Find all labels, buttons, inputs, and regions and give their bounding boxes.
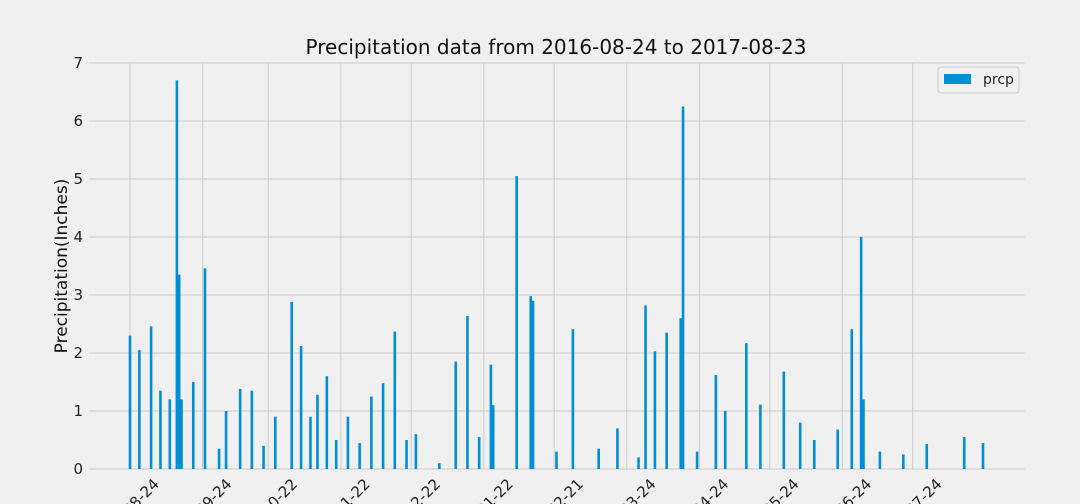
legend-box [937,66,1020,94]
bar [555,451,558,469]
x-tick-label: 2016-09-24 [161,475,235,504]
x-tick-label: 2016-08-24 [88,475,162,504]
legend-label: prcp [983,72,1014,88]
bar [681,106,685,469]
bar [262,445,265,469]
bar [571,329,575,469]
bar [653,351,657,469]
bar [782,371,786,469]
bar [438,463,441,469]
y-tick-label: 3 [73,286,83,304]
bar [836,429,840,469]
bar [224,411,228,469]
x-ticks: 2016-08-242016-09-242016-10-222016-11-22… [88,475,945,504]
bar [191,382,195,469]
x-tick-label: 2017-06-24 [801,475,875,504]
bar [723,411,727,469]
bar [616,428,619,469]
bar [859,237,863,469]
bar [454,361,458,469]
bar [981,442,985,469]
bar [644,305,647,469]
bar [405,440,408,469]
bar [138,350,141,469]
bars [128,80,985,470]
bar [902,454,905,469]
x-tick-label: 2016-12-22 [370,475,444,504]
legend-swatch [944,74,971,84]
legend: prcp [937,66,1020,94]
bar [203,268,207,469]
y-axis-label: Precipitation(Inches) [52,179,72,354]
bar [393,331,397,469]
grid [89,62,1025,470]
bar [798,422,802,469]
bar [665,332,668,469]
x-tick-label: 2016-10-22 [227,475,301,504]
y-tick-label: 2 [73,344,83,362]
bar [679,318,683,469]
bar [128,335,132,469]
x-tick-label: 2017-03-24 [585,475,659,504]
bar [529,296,533,469]
bar [466,315,469,469]
bar [515,176,518,469]
bar [346,416,350,469]
bar [381,383,385,469]
bar [180,399,183,469]
bar [491,405,495,469]
bar [316,394,319,469]
bar [489,364,493,469]
bar [850,329,854,469]
bar [273,416,277,469]
bar [358,442,361,469]
bar [217,448,221,469]
bar [290,301,293,469]
y-tick-label: 5 [73,170,83,188]
bar [637,457,640,469]
bar [812,440,816,469]
bar [414,434,418,469]
y-tick-label: 0 [73,460,83,478]
y-tick-label: 4 [73,228,83,246]
bar [238,388,242,469]
x-tick-label: 2017-01-22 [442,475,516,504]
bar [250,390,254,469]
bar [962,437,966,469]
x-tick-label: 2017-07-24 [871,475,945,504]
bar [299,346,303,469]
bar [695,451,699,469]
bar [168,399,172,469]
x-tick-label: 2017-05-24 [728,475,802,504]
bar [597,448,600,469]
bar [759,404,762,469]
bar [334,440,338,469]
bar [925,444,929,469]
chart-title: Precipitation data from 2016-08-24 to 20… [306,35,807,59]
bar [531,300,535,469]
y-tick-label: 1 [73,402,83,420]
bar [149,326,153,469]
bar [177,274,181,469]
bar [159,390,162,469]
bar [878,451,882,469]
bar [325,376,329,469]
bar [862,399,865,469]
y-ticks: 0 1 2 3 4 5 6 7 [73,54,83,478]
bar [714,375,718,469]
x-tick-label: 2017-04-24 [658,475,732,504]
y-tick-label: 7 [73,54,83,72]
x-tick-label: 2017-02-21 [513,475,587,504]
bar [477,437,481,469]
bar [309,416,312,469]
bar [745,343,748,469]
bar [370,396,373,469]
x-tick-label: 2016-11-22 [299,475,373,504]
bar [175,80,179,470]
y-tick-label: 6 [73,112,83,130]
